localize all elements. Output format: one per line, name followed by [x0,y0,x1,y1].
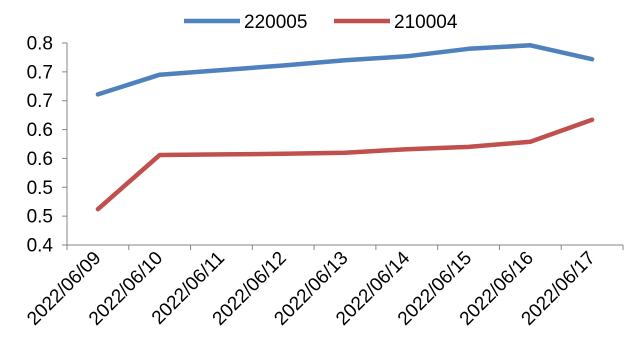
y-tick-label: 0.6 [27,120,53,141]
series-line-220005 [95,43,595,97]
series-line-210004 [95,117,595,212]
y-tick-label: 0.6 [27,149,53,170]
legend: 220005 210004 [184,12,458,33]
plot-series [95,43,595,212]
y-tick-label: 0.7 [27,62,53,83]
y-tick-label: 0.5 [27,207,53,228]
y-tick-label: 0.7 [27,91,53,112]
y-tick-label: 0.5 [27,178,53,199]
x-axis: 2022/06/092022/06/102022/06/112022/06/12… [23,244,624,330]
y-tick-label: 0.8 [27,34,53,55]
legend-label-210004: 210004 [394,12,458,33]
y-axis: 0.4 0.5 0.5 0.6 0.6 0.7 0.7 0.8 [27,34,68,257]
legend-label-220005: 220005 [244,12,307,33]
y-tick-label: 0.4 [27,236,54,257]
